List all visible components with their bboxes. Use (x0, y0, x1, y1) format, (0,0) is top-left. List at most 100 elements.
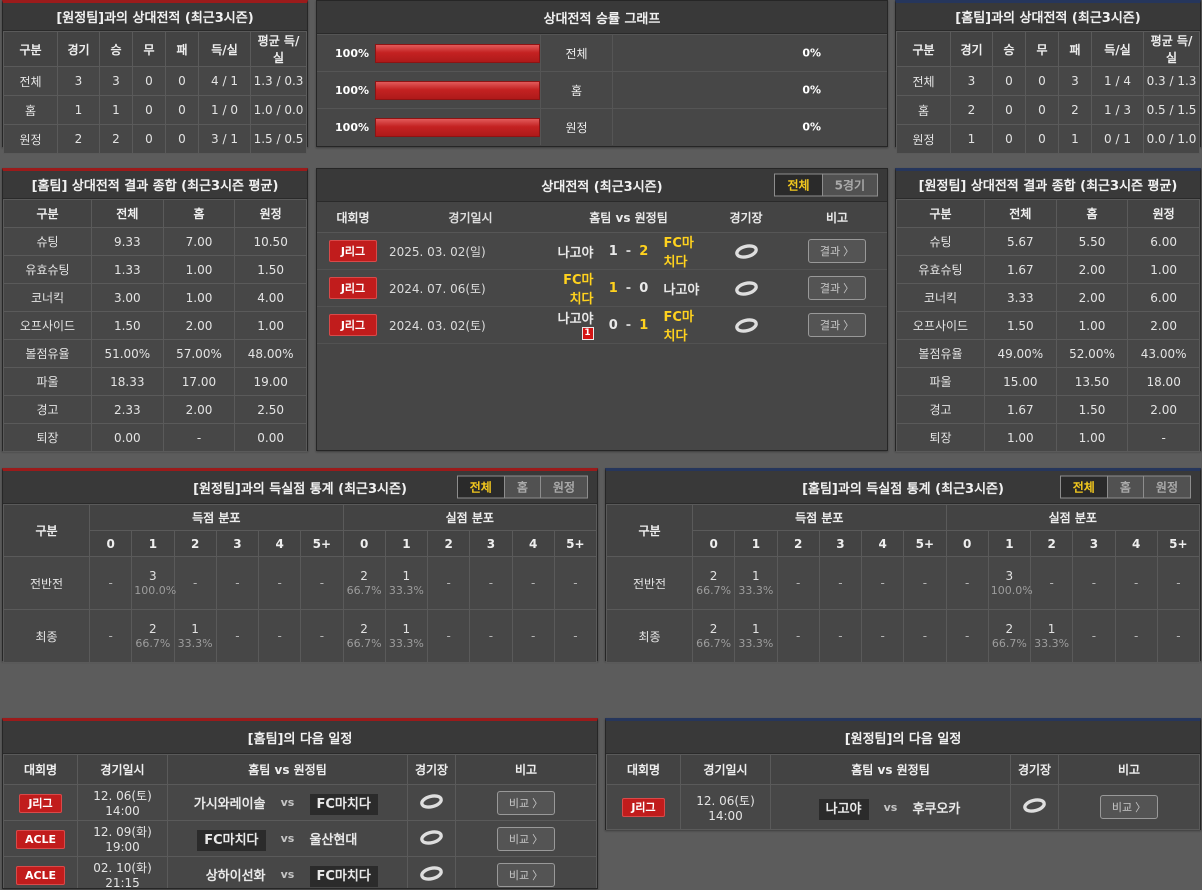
cell: 가시와레이솔 vs FC마치다 (167, 784, 408, 821)
stat-cell: 1 33.3% (384, 609, 429, 663)
cell: 0 (165, 66, 199, 96)
result-button[interactable]: 결과 〉 (807, 239, 867, 263)
stat-cell: - (776, 556, 820, 610)
cell: 4 (511, 530, 555, 557)
tab-away[interactable]: 원정 (1142, 476, 1190, 498)
tab-all[interactable]: 전체 (775, 174, 822, 196)
stat-cell: - (1114, 556, 1158, 610)
row-label: 홈 (3, 95, 58, 125)
conceded-group-header: 실점 분포 (945, 504, 1200, 531)
cell: 1.00 (234, 311, 307, 340)
cell: 0.00 (91, 423, 164, 452)
table-row: 오프사이드 1.50 1.00 2.00 (896, 311, 1200, 340)
match-list-header: 대회명 경기일시 홈팀 vs 원정팀 경기장 비고 (317, 202, 887, 233)
stadium-icon[interactable] (418, 793, 445, 810)
home-score: 1 (608, 243, 618, 259)
cell: 7.00 (162, 227, 236, 256)
row-label: 원정 (3, 124, 58, 154)
compare-button[interactable]: 비교 〉 (496, 862, 556, 887)
compare-button[interactable]: 비교 〉 (496, 790, 556, 815)
cell: 57.00% (162, 339, 236, 368)
cell: 1.3 / 0.3 (250, 66, 307, 96)
tab-home[interactable]: 홈 (1106, 476, 1143, 498)
stat-cell: - (426, 556, 471, 610)
cell: 0 (165, 124, 199, 154)
cell: 원정 (1127, 199, 1200, 228)
cell: 2.33 (91, 395, 164, 424)
cell: 0.00 (234, 423, 307, 452)
stadium-icon[interactable] (733, 280, 760, 297)
schedule-row: ACLE 12. 09(화) 19:00 FC마치다 vs 울산현대 비교 〉 (3, 820, 597, 857)
compare-button[interactable]: 비교 〉 (1099, 795, 1159, 819)
stat-cell: - (426, 609, 471, 663)
away-team: 후쿠오카 (912, 801, 961, 817)
cell: 1.67 (984, 255, 1057, 284)
schedule-home-table: 대회명 경기일시 홈팀 vs 원정팀 경기장 비고 J리그 12. 06(토) 14:0… (3, 754, 597, 888)
compare-button[interactable]: 비교 〉 (496, 826, 556, 851)
away-team: FC마치다 (309, 865, 406, 887)
panel-title-text: [원정팀]과의 득실점 통계 (최근3시즌) (193, 481, 407, 497)
schedule-row: J리그 12. 06(토) 14:00 나고야 vs 후쿠오카 비교 〉 (606, 784, 1200, 830)
venue-tab-group: 전체 홈 원정 (1059, 475, 1191, 499)
stat-cell: - (511, 556, 555, 610)
result-button[interactable]: 결과 〉 (807, 276, 867, 300)
stat-cell: - (215, 556, 260, 610)
panel-title-text: [홈팀]과의 득실점 통계 (최근3시즌) (802, 481, 1004, 497)
match-date: 02. 10(화) 21:15 (77, 856, 168, 888)
stat-cell: - (903, 556, 947, 610)
cell: 0.0 / 1.0 (1143, 124, 1200, 154)
cell: 0 (88, 530, 133, 557)
cell: 1 (131, 530, 175, 557)
stadium-icon[interactable] (418, 829, 445, 846)
cell: 평균 득/실 (1143, 31, 1200, 67)
tab-5games[interactable]: 5경기 (821, 174, 877, 196)
cell: 비교 〉 (455, 820, 597, 857)
home-winrate-percent: 100% (335, 120, 369, 134)
league-badge: ACLE (15, 865, 66, 885)
tab-all[interactable]: 전체 (1060, 476, 1107, 498)
stadium-icon[interactable] (733, 317, 760, 334)
cell: 0 (992, 124, 1026, 154)
stadium-icon[interactable] (733, 243, 760, 260)
cell: 19.00 (234, 367, 307, 396)
cell: 0 (945, 530, 989, 557)
stat-cell: - (300, 609, 344, 663)
stadium-icon[interactable] (418, 865, 445, 882)
cell: 2 (57, 124, 100, 154)
table-row: 원정 2 2 0 0 3 / 1 1.5 / 0.5 (3, 124, 307, 154)
cell: 48.00% (234, 339, 307, 368)
cell: 4 (1114, 530, 1158, 557)
stat-cell: - (300, 556, 344, 610)
tab-home[interactable]: 홈 (503, 476, 540, 498)
table-header-row: 대회명 경기일시 홈팀 vs 원정팀 경기장 비고 (3, 754, 597, 785)
stat-cell: - (553, 556, 598, 610)
match-list-panel: 상대전적 (최근3시즌) 전체 5경기 대회명 경기일시 홈팀 vs 원정팀 경… (316, 168, 888, 451)
row-label: 볼점유율 (3, 339, 92, 368)
col-header-league: 대회명 (3, 754, 78, 785)
result-button[interactable]: 결과 〉 (807, 313, 867, 337)
cell: 0 / 1 (1091, 124, 1144, 154)
row-label: 홈 (896, 95, 951, 125)
away-team: 울산현대 (309, 833, 358, 848)
cell: 비교 〉 (455, 856, 597, 888)
table-row: 유효슈팅 1.33 1.00 1.50 (3, 255, 307, 284)
stat-cell: - (903, 609, 947, 663)
cell: J리그 (3, 784, 78, 821)
stadium-icon[interactable] (1021, 797, 1048, 814)
tab-away[interactable]: 원정 (539, 476, 587, 498)
league-badge: J리그 (19, 793, 62, 813)
stat-cell: - (511, 609, 555, 663)
cell: 무 (132, 31, 166, 67)
stat-cell: - (257, 556, 302, 610)
row-label: 볼점유율 (896, 339, 985, 368)
tab-all[interactable]: 전체 (457, 476, 504, 498)
scored-group-header: 득점 분포 (692, 504, 947, 531)
table-header-row: 구분 경기 승 무 패 득/실 평균 득/실 (896, 31, 1200, 67)
cell: 1 / 4 (1091, 66, 1144, 96)
cell: 0 (992, 95, 1026, 125)
stat-cell: - (945, 556, 989, 610)
stat-cell: - (818, 556, 863, 610)
cell: 0 (691, 530, 736, 557)
